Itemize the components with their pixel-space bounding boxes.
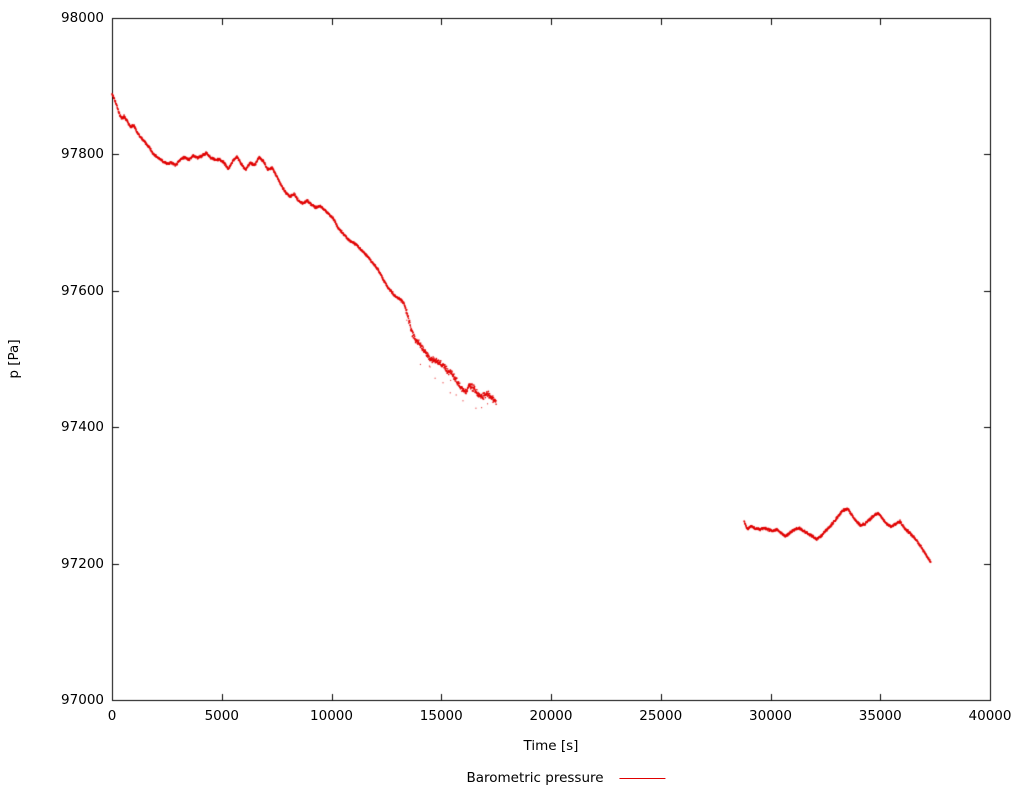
x-tick-label: 40000: [968, 708, 1012, 724]
legend-label: Barometric pressure: [466, 770, 604, 786]
x-tick-label: 15000: [419, 708, 463, 724]
y-tick-label: 97800: [61, 146, 104, 163]
y-tick-label: 97400: [61, 419, 104, 436]
legend-line-sample: [619, 777, 666, 779]
x-tick-label: 0: [107, 708, 117, 724]
x-tick-label: 35000: [858, 708, 902, 724]
y-tick-label: 97200: [61, 555, 104, 572]
x-tick-label: 10000: [310, 708, 353, 724]
x-tick-label: 30000: [749, 708, 792, 724]
y-tick-label: 98000: [61, 10, 104, 26]
x-tick-label: 20000: [529, 708, 573, 724]
legend: Barometric pressure: [466, 770, 666, 786]
x-tick-label: 25000: [639, 708, 683, 724]
x-tick-label: 5000: [204, 708, 239, 724]
x-axis-title: Time [s]: [523, 738, 579, 754]
y-tick-label: 97000: [61, 692, 104, 708]
y-axis-title: p [Pa]: [6, 339, 22, 379]
y-tick-label: 97600: [61, 282, 104, 299]
